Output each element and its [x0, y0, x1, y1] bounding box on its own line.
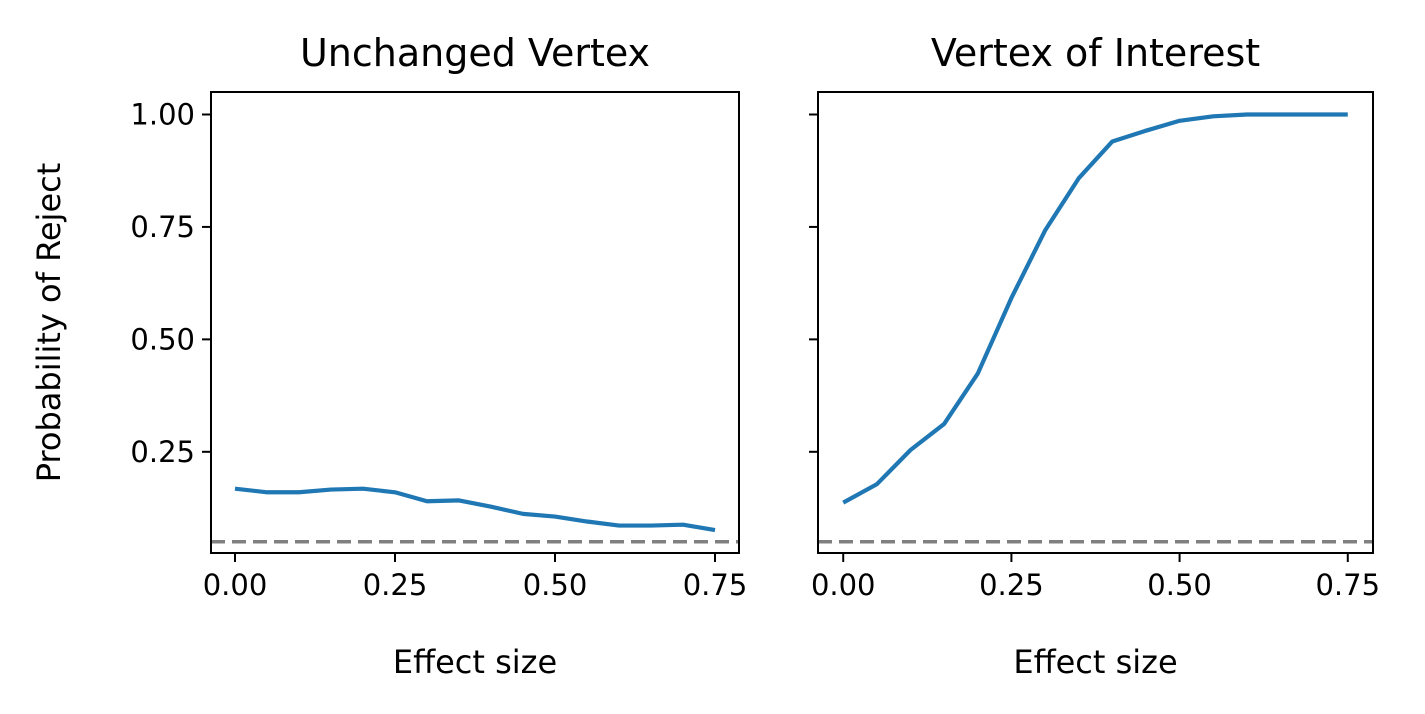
- x-tick-label: 0.25: [363, 568, 428, 602]
- x-tick-label: 0.00: [811, 568, 876, 602]
- x-tick-label: 0.75: [1315, 568, 1380, 602]
- series-line-0: [842, 112, 1348, 505]
- x-tick-label: 0.25: [979, 568, 1044, 602]
- x-tick-label: 0.50: [1147, 568, 1212, 602]
- y-tick-label: 1.00: [130, 97, 195, 131]
- y-tick-label: 0.75: [130, 210, 195, 244]
- y-tick-label: 0.50: [130, 322, 195, 356]
- y-tick-label: 0.25: [130, 435, 195, 469]
- x-tick-label: 0.75: [683, 568, 748, 602]
- x-axis-label: Effect size: [393, 643, 557, 681]
- y-axis-label: Probability of Reject: [30, 163, 68, 483]
- x-tick-label: 0.50: [523, 568, 588, 602]
- chart-title: Unchanged Vertex: [300, 31, 650, 75]
- panel-vertex-of-interest: Vertex of Interest 0.00 0.25 0.50 0.75 Effect…: [809, 31, 1380, 681]
- series-line-0: [234, 486, 716, 533]
- panel-unchanged-vertex: Unchanged Vertex 0.00 0.25 0.50 0.75 0.25 0.50…: [30, 31, 747, 681]
- x-axis-label: Effect size: [1013, 643, 1177, 681]
- axes-frame: [210, 91, 740, 554]
- x-tick-label: 0.00: [203, 568, 268, 602]
- chart-title: Vertex of Interest: [931, 31, 1260, 75]
- axes-frame: [817, 91, 1374, 554]
